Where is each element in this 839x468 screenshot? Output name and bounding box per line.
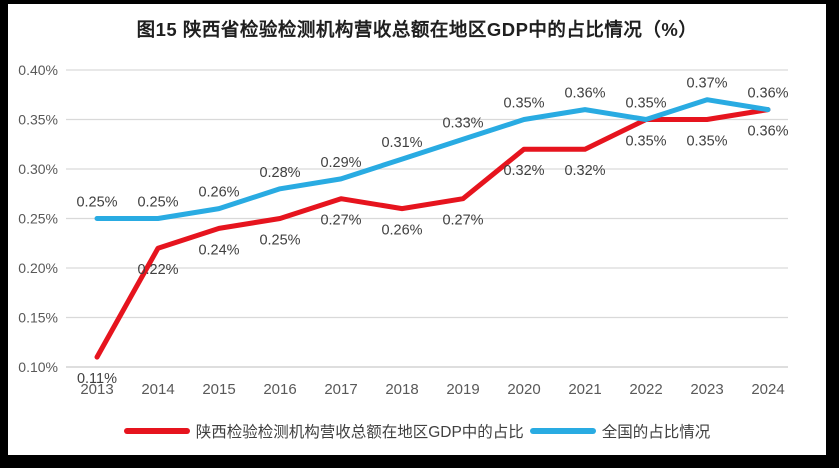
x-axis-tick-label: 2018 xyxy=(385,381,418,398)
data-label-national: 0.36% xyxy=(564,86,605,102)
data-label-shaanxi: 0.27% xyxy=(442,213,483,229)
data-label-national: 0.25% xyxy=(76,195,117,211)
x-axis-tick-label: 2023 xyxy=(690,381,723,398)
legend-item-national: 全国的占比情况 xyxy=(529,420,711,442)
line-chart: 0.40% 0.35% 0.30% 0.25% 0.20% 0.15% 0.10% 2013 2… xyxy=(18,62,788,398)
data-label-national: 0.37% xyxy=(686,76,727,92)
y-axis-tick-label: 0.10% xyxy=(18,359,58,375)
legend-line-icon-shaanxi xyxy=(123,428,190,434)
x-axis-tick-label: 2019 xyxy=(446,381,479,398)
data-label-national: 0.36% xyxy=(747,86,788,102)
data-label-national: 0.31% xyxy=(381,135,422,151)
legend-label-shaanxi: 陕西检验检测机构营收总额在地区GDP中的占比 xyxy=(195,424,524,441)
data-label-shaanxi: 0.35% xyxy=(686,134,727,150)
data-label-national: 0.26% xyxy=(198,185,239,201)
series-line-national xyxy=(94,97,771,221)
y-axis-tick-label: 0.35% xyxy=(18,112,58,128)
x-axis-tick-label: 2013 xyxy=(80,381,113,398)
data-label-national: 0.28% xyxy=(259,165,300,181)
data-label-shaanxi: 0.32% xyxy=(564,163,605,179)
chart-title: 图15 陕西省检验检测机构营收总额在地区GDP中的占比情况（%） xyxy=(136,19,698,40)
data-label-national: 0.35% xyxy=(503,96,544,112)
y-axis-tick-label: 0.20% xyxy=(18,260,58,276)
x-axis-tick-label: 2017 xyxy=(324,381,357,398)
y-axis-tick-label: 0.25% xyxy=(18,211,58,227)
data-label-national: 0.33% xyxy=(442,115,483,131)
data-label-shaanxi: 0.36% xyxy=(747,124,788,140)
data-label-shaanxi: 0.27% xyxy=(320,213,361,229)
x-axis-tick-label: 2021 xyxy=(568,381,601,398)
chart-panel: 0.40% 0.35% 0.30% 0.25% 0.20% 0.15% 0.10% 2013 2… xyxy=(8,4,826,455)
legend-item-shaanxi: 陕西检验检测机构营收总额在地区GDP中的占比 xyxy=(123,420,524,442)
data-label-national: 0.25% xyxy=(137,195,178,211)
data-label-shaanxi: 0.24% xyxy=(198,242,239,258)
data-label-shaanxi: 0.35% xyxy=(625,134,666,150)
y-axis-tick-label: 0.30% xyxy=(18,161,58,177)
y-axis-tick-label: 0.15% xyxy=(18,310,58,326)
x-axis-tick-label: 2022 xyxy=(629,381,662,398)
data-label-shaanxi: 0.26% xyxy=(381,223,422,239)
x-axis-tick-label: 2020 xyxy=(507,381,540,398)
data-label-shaanxi: 0.25% xyxy=(259,233,300,249)
legend-label-national: 全国的占比情况 xyxy=(601,424,711,441)
data-label-shaanxi: 0.11% xyxy=(77,371,117,387)
legend-line-icon-national xyxy=(529,428,596,434)
series-line-shaanxi xyxy=(94,107,771,360)
data-label-national: 0.29% xyxy=(320,155,361,171)
y-axis-tick-label: 0.40% xyxy=(18,62,58,78)
x-axis-tick-label: 2016 xyxy=(263,381,296,398)
data-label-shaanxi: 0.22% xyxy=(137,262,178,278)
x-axis-tick-label: 2024 xyxy=(751,381,784,398)
data-label-national: 0.35% xyxy=(625,96,666,112)
data-label-shaanxi: 0.32% xyxy=(503,163,544,179)
x-axis-tick-label: 2014 xyxy=(141,381,174,398)
legend: 陕西检验检测机构营收总额在地区GDP中的占比 全国的占比情况 xyxy=(8,420,826,442)
x-axis-tick-label: 2015 xyxy=(202,381,235,398)
